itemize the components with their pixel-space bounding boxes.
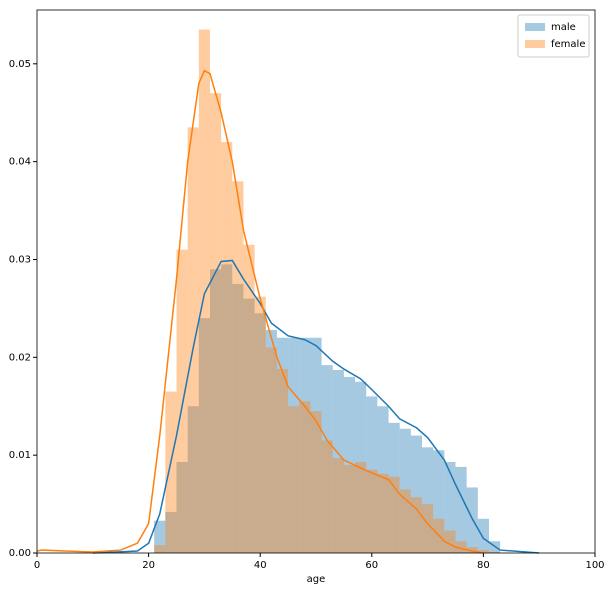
bar xyxy=(187,127,199,554)
bar xyxy=(321,440,333,553)
bar xyxy=(332,458,344,553)
x-tick-label: 100 xyxy=(585,560,604,571)
bar xyxy=(455,541,467,553)
bar xyxy=(410,497,423,553)
bar xyxy=(154,520,166,553)
bar xyxy=(254,313,266,553)
bar xyxy=(265,329,277,553)
bar xyxy=(343,464,356,553)
bar xyxy=(444,530,456,553)
legend-box xyxy=(517,14,590,58)
bar xyxy=(176,249,188,553)
bar xyxy=(198,318,210,553)
bar xyxy=(154,545,166,553)
bar xyxy=(276,337,289,553)
legend: male female xyxy=(517,14,590,58)
y-tick-label: 0.04 xyxy=(9,157,31,168)
bar xyxy=(477,550,489,553)
bar xyxy=(243,244,255,554)
x-tick-label: 40 xyxy=(254,560,267,571)
series-group xyxy=(154,29,501,554)
axes-frame xyxy=(36,9,596,554)
bar xyxy=(422,504,434,553)
x-tick-label: 20 xyxy=(142,560,155,571)
bar xyxy=(288,406,300,553)
legend-swatch xyxy=(525,40,545,48)
bar xyxy=(165,511,177,553)
bar xyxy=(232,283,244,553)
y-tick-label: 0.00 xyxy=(9,548,31,559)
kde-line xyxy=(36,69,484,554)
bar xyxy=(176,462,188,553)
bar xyxy=(355,462,367,553)
bar xyxy=(321,365,333,553)
bar xyxy=(209,93,222,553)
x-tick-label: 0 xyxy=(34,560,40,571)
bar xyxy=(422,447,434,553)
bar xyxy=(399,428,411,553)
bar xyxy=(466,547,478,553)
bar xyxy=(310,411,322,553)
bar xyxy=(165,391,177,553)
bar xyxy=(243,298,255,553)
bar xyxy=(377,473,389,553)
bar xyxy=(399,489,411,553)
bar xyxy=(477,518,489,553)
bar xyxy=(187,406,199,553)
bar xyxy=(388,476,400,553)
bar xyxy=(299,337,311,553)
bar xyxy=(254,296,266,553)
bar xyxy=(366,469,378,553)
bar xyxy=(221,264,233,553)
y-tick-label: 0.01 xyxy=(9,450,31,461)
bar xyxy=(377,406,389,553)
x-axis-label: age xyxy=(307,574,326,585)
legend-label: female xyxy=(551,39,585,50)
bar xyxy=(455,466,467,553)
bar xyxy=(310,337,322,553)
bar xyxy=(410,435,423,553)
bar xyxy=(276,369,289,553)
legend-swatch xyxy=(525,23,545,31)
legend-label: male xyxy=(551,22,576,33)
bar xyxy=(288,337,300,553)
y-tick-label: 0.03 xyxy=(9,254,31,265)
bar xyxy=(265,347,277,553)
bar xyxy=(488,541,501,553)
bar xyxy=(232,181,244,553)
bar xyxy=(209,269,222,553)
plot-area xyxy=(37,10,595,553)
bar xyxy=(299,401,311,553)
y-tick-label: 0.05 xyxy=(9,59,31,70)
bar xyxy=(366,396,378,553)
bar xyxy=(433,450,445,553)
kde-line xyxy=(92,259,540,554)
bar xyxy=(221,142,233,553)
x-tick-label: 60 xyxy=(365,560,378,571)
y-tick-label: 0.02 xyxy=(9,352,31,363)
x-tick-label: 80 xyxy=(477,560,490,571)
bar xyxy=(332,370,344,553)
bar xyxy=(444,462,456,553)
bar xyxy=(343,376,356,553)
bar xyxy=(488,552,501,553)
bar xyxy=(198,29,210,554)
